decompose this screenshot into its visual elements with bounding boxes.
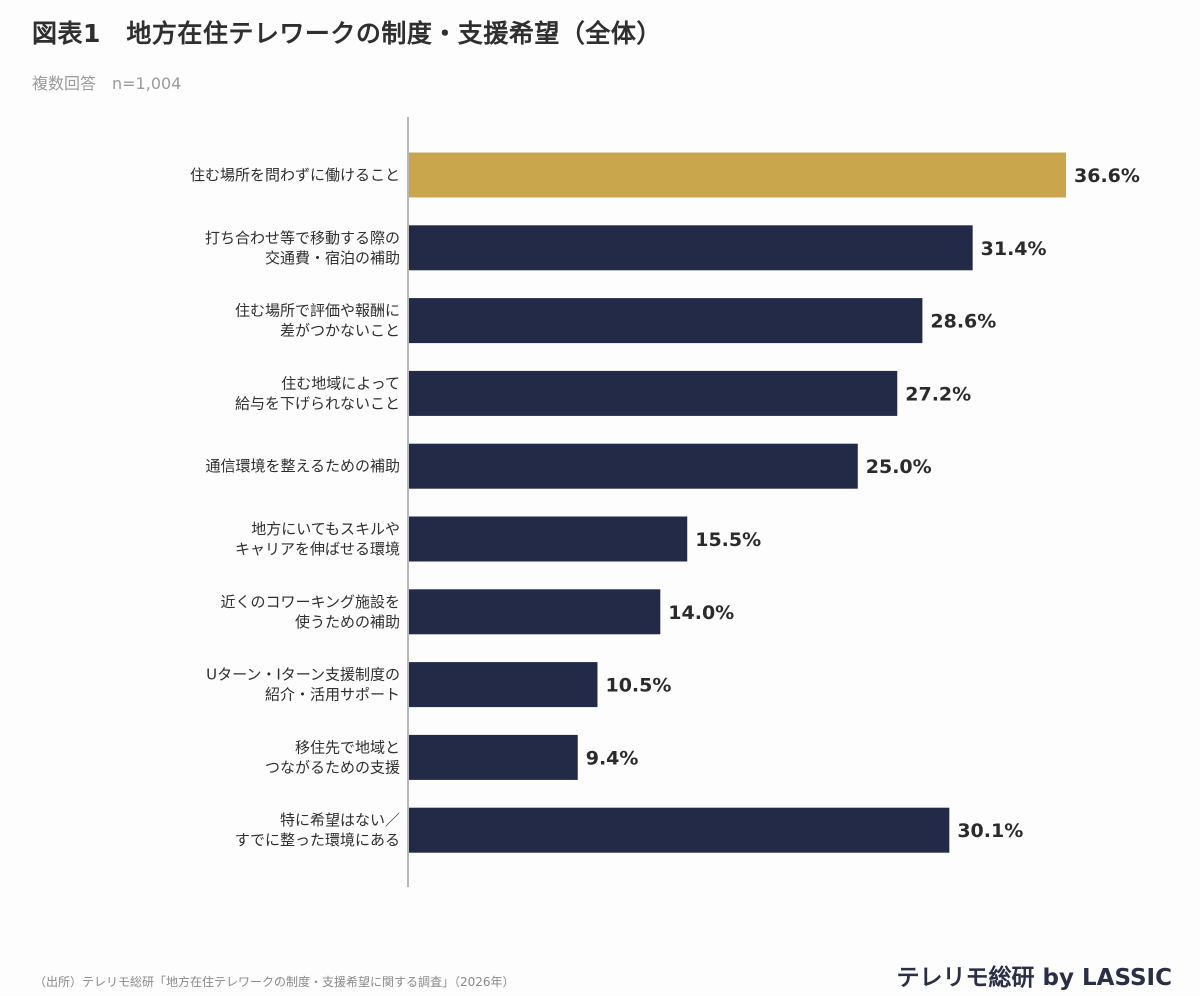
bar-10 — [409, 807, 950, 853]
bar-8 — [409, 662, 598, 708]
category-label-9-line-2: つながるための支援 — [265, 758, 400, 776]
bar-3 — [409, 298, 923, 344]
category-label-3-line-1: 住む場所で評価や報酬に — [235, 302, 400, 320]
category-label-10-line-2: すでに整った環境にある — [235, 831, 400, 849]
chart-title: 図表1 地方在住テレワークの制度・支援希望（全体） — [32, 19, 662, 48]
value-label-3: 28.6% — [930, 311, 996, 333]
category-label-6-line-2: キャリアを伸ばせる環境 — [235, 540, 400, 558]
source-note: （出所）テレリモ総研「地方在住テレワークの制度・支援希望に関する調査」（2026… — [34, 975, 515, 989]
bar-9 — [409, 734, 578, 780]
bar-6 — [409, 516, 688, 562]
value-label-7: 14.0% — [668, 602, 734, 624]
category-label-4-line-2: 給与を下げられないこと — [235, 394, 400, 412]
value-label-10: 30.1% — [957, 820, 1023, 842]
category-label-10-line-1: 特に希望はない／ — [280, 811, 400, 829]
brand-logo: テレリモ総研 by LASSIC — [896, 965, 1172, 991]
category-label-1-line-1: 住む場所を問わずに働けること — [190, 166, 400, 184]
value-label-8: 10.5% — [605, 675, 671, 697]
chart-subtitle: 複数回答 n=1,004 — [32, 74, 182, 93]
bar-5 — [409, 443, 858, 489]
category-label-8-line-2: 紹介・活用サポート — [265, 686, 400, 704]
bar-2 — [409, 225, 973, 271]
category-label-6-line-1: 地方にいてもスキルや — [251, 520, 400, 538]
bar-4 — [409, 370, 898, 416]
bar-1 — [409, 152, 1066, 198]
category-label-5-line-1: 通信環境を整えるための補助 — [205, 457, 400, 475]
value-label-1: 36.6% — [1074, 165, 1140, 187]
value-label-6: 15.5% — [695, 529, 761, 551]
value-label-5: 25.0% — [866, 456, 932, 478]
category-label-7-line-1: 近くのコワーキング施設を — [220, 593, 400, 611]
value-label-4: 27.2% — [905, 383, 971, 405]
category-label-7-line-2: 使うための補助 — [295, 613, 400, 631]
category-label-3-line-2: 差がつかないこと — [280, 322, 400, 340]
category-label-4-line-1: 住む地域によって — [281, 374, 400, 392]
value-label-9: 9.4% — [586, 747, 639, 769]
value-label-2: 31.4% — [981, 238, 1047, 260]
category-label-2-line-1: 打ち合わせ等で移動する際の — [205, 229, 400, 247]
bar-7 — [409, 589, 661, 635]
category-label-9-line-1: 移住先で地域と — [295, 738, 400, 756]
category-label-8-line-1: Uターン・Iターン支援制度の — [206, 666, 400, 684]
category-label-2-line-2: 交通費・宿泊の補助 — [265, 249, 400, 267]
